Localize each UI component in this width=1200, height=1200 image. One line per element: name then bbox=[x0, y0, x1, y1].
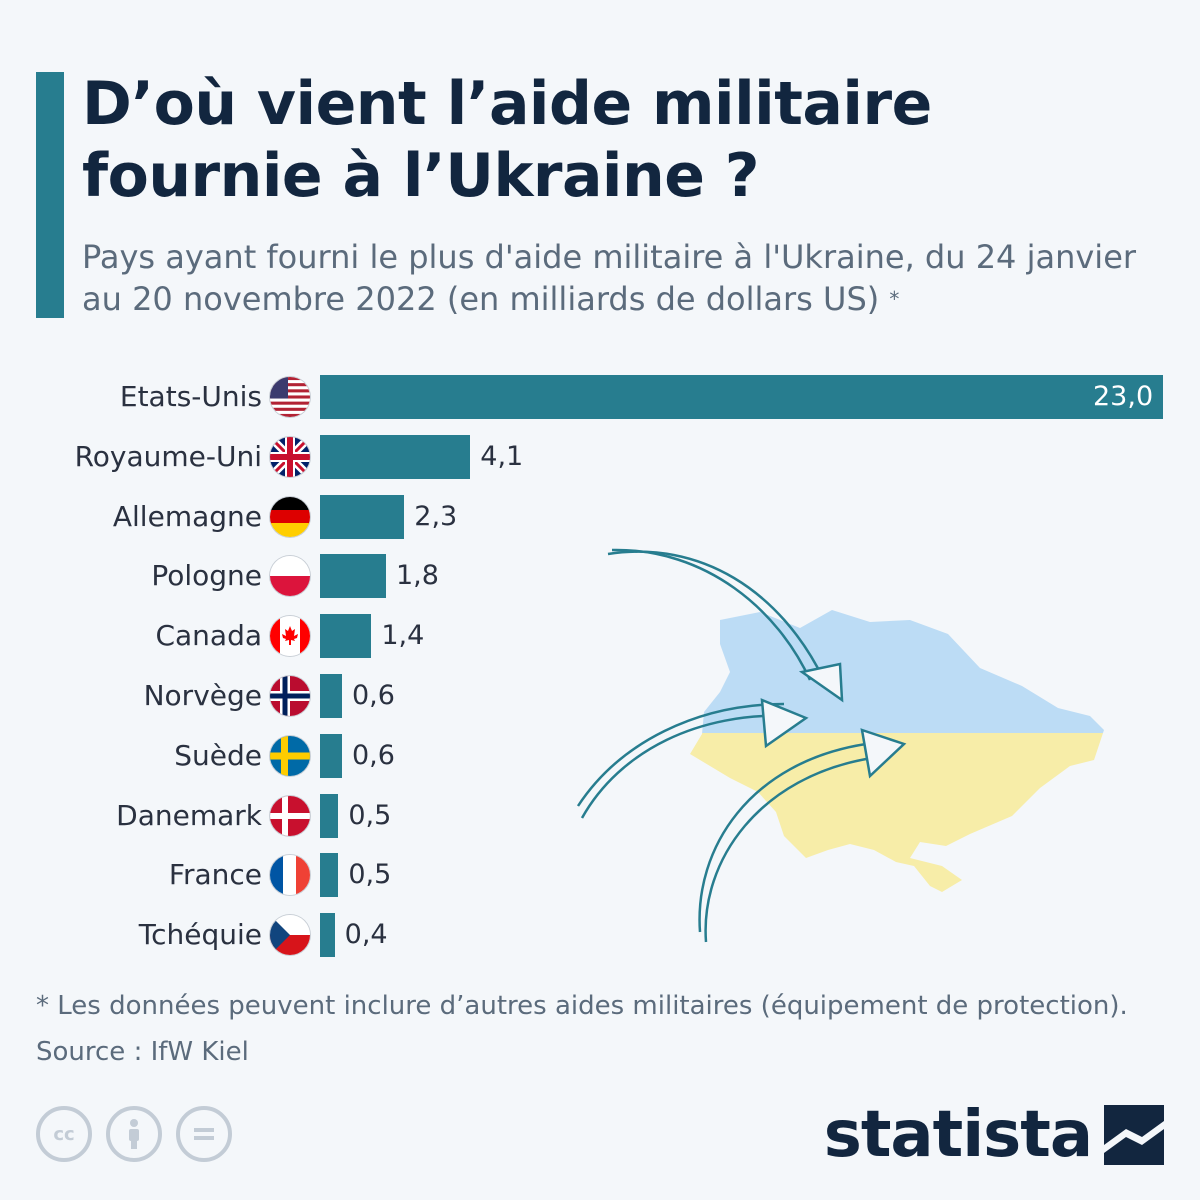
bar-chart: Etats-Unis 23,0 Royaume-Uni 4,1 Allemagne 2,3… bbox=[0, 360, 1200, 980]
curved-arrow-icon bbox=[760, 698, 809, 749]
bar bbox=[320, 793, 339, 838]
bar bbox=[320, 733, 342, 778]
data-label: 23,0 bbox=[1093, 381, 1154, 412]
curved-arrow-icon bbox=[798, 662, 844, 703]
bar bbox=[320, 375, 1163, 419]
bar bbox=[320, 614, 372, 659]
category-label: Suède bbox=[174, 738, 262, 772]
category-label: France bbox=[168, 858, 262, 892]
bar bbox=[320, 434, 471, 479]
subtitle-text: Pays ayant fourni le plus d'aide militai… bbox=[82, 238, 1137, 318]
czechia-flag-icon bbox=[270, 915, 310, 956]
curved-arrow-icon bbox=[576, 702, 785, 807]
bar bbox=[320, 494, 405, 539]
canada-flag-icon bbox=[270, 616, 310, 657]
license-icons: cc bbox=[36, 1106, 232, 1162]
bar-row: Etats-Unis 23,0 bbox=[0, 375, 1200, 419]
category-label: Danemark bbox=[116, 798, 262, 832]
data-label: 1,4 bbox=[381, 620, 425, 652]
data-label: 0,5 bbox=[348, 859, 392, 891]
bar-row: Allemagne 2,3 bbox=[0, 494, 1200, 539]
curved-arrow-icon bbox=[704, 756, 873, 943]
bar-row: Pologne 1,8 bbox=[0, 554, 1200, 599]
bar-row: France 0,5 bbox=[0, 853, 1200, 898]
bar bbox=[320, 554, 386, 599]
cc-icon[interactable]: cc bbox=[36, 1106, 92, 1162]
curved-arrow-icon bbox=[698, 742, 867, 933]
category-label: Tchéquie bbox=[138, 918, 262, 952]
denmark-flag-icon bbox=[270, 795, 310, 836]
category-label: Royaume-Uni bbox=[74, 439, 262, 473]
data-label: 1,8 bbox=[395, 560, 439, 592]
france-flag-icon bbox=[270, 855, 310, 896]
category-label: Norvège bbox=[143, 679, 262, 712]
bar bbox=[320, 853, 339, 898]
nd-icon[interactable] bbox=[176, 1106, 232, 1162]
category-label: Allemagne bbox=[112, 499, 262, 533]
bar bbox=[320, 674, 342, 718]
curved-arrow-icon bbox=[580, 714, 791, 819]
data-label: 0,5 bbox=[348, 799, 392, 831]
bar-row: Tchéquie 0,4 bbox=[0, 913, 1200, 958]
statista-logo-icon bbox=[1104, 1105, 1164, 1165]
data-label: 0,6 bbox=[351, 739, 395, 771]
chart-subtitle: Pays ayant fourni le plus d'aide militai… bbox=[82, 236, 1172, 320]
usa-flag-icon bbox=[270, 377, 310, 417]
bar-row: Danemark 0,5 bbox=[0, 793, 1200, 838]
data-label: 4,1 bbox=[480, 440, 524, 472]
curved-arrow-icon bbox=[860, 728, 907, 779]
data-label: 0,6 bbox=[351, 680, 395, 711]
svg-text:cc: cc bbox=[53, 1124, 74, 1145]
statista-logo[interactable]: statista bbox=[824, 1100, 1164, 1170]
germany-flag-icon bbox=[270, 496, 310, 537]
bar-row: Suède 0,6 bbox=[0, 733, 1200, 778]
chart-title: D’où vient l’aide militaire fournie à l’… bbox=[82, 69, 932, 211]
bar-row: Royaume-Uni 4,1 bbox=[0, 434, 1200, 479]
bar-row: Canada 1,4 bbox=[0, 614, 1200, 659]
data-label: 0,4 bbox=[344, 919, 388, 951]
curved-arrow-icon bbox=[611, 548, 812, 681]
source-text: Source : IfW Kiel bbox=[36, 1037, 249, 1067]
poland-flag-icon bbox=[270, 556, 310, 597]
subtitle-footnote-marker: * bbox=[889, 287, 900, 311]
category-label: Canada bbox=[155, 619, 262, 653]
brand-name: statista bbox=[823, 1098, 1093, 1172]
footnote: * Les données peuvent inclure d’autres a… bbox=[36, 991, 1128, 1021]
category-label: Pologne bbox=[151, 559, 262, 593]
bar-row: Norvège 0,6 bbox=[0, 674, 1200, 718]
by-icon[interactable] bbox=[106, 1106, 162, 1162]
accent-bar bbox=[36, 72, 64, 318]
category-label: Etats-Unis bbox=[119, 380, 262, 413]
uk-flag-icon bbox=[270, 436, 310, 477]
data-label: 2,3 bbox=[414, 500, 458, 532]
sweden-flag-icon bbox=[270, 735, 310, 776]
norway-flag-icon bbox=[270, 676, 310, 716]
bar bbox=[320, 913, 335, 958]
